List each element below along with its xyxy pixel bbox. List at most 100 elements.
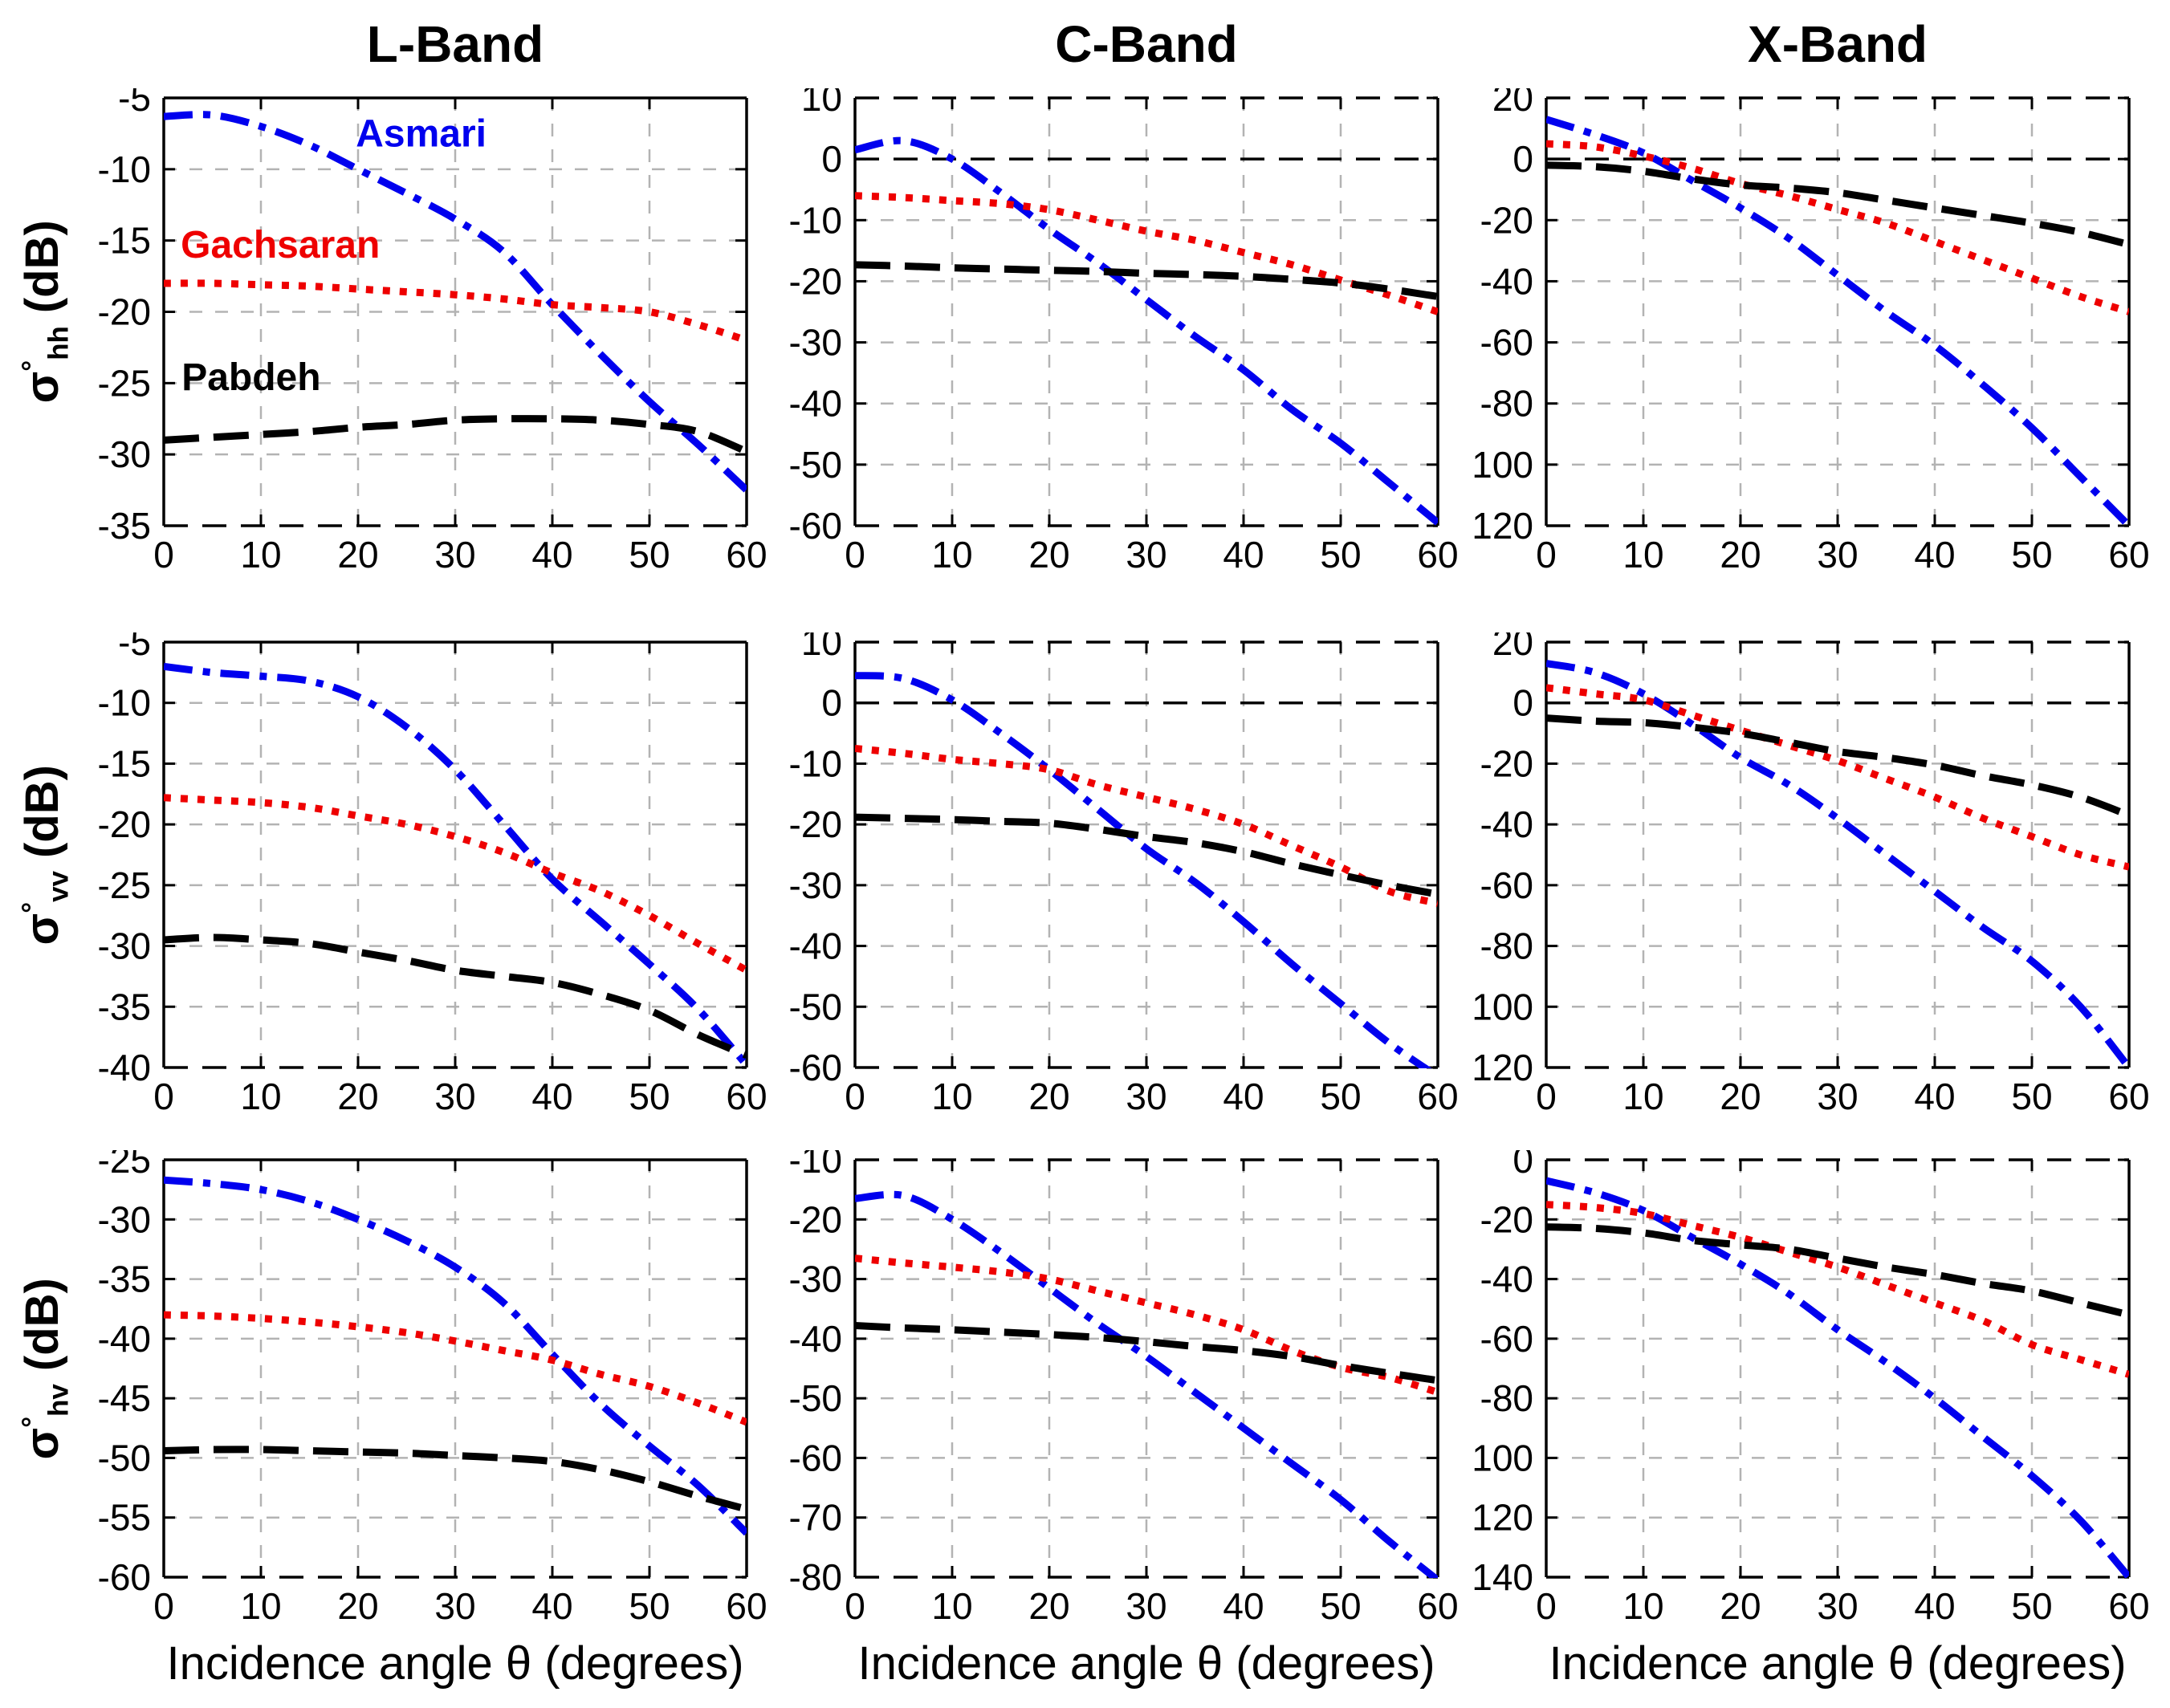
svg-text:-20: -20 — [789, 803, 842, 845]
svg-text:60: 60 — [2108, 1076, 2149, 1117]
svg-text:30: 30 — [434, 534, 475, 575]
y-tick-labels: 20 0 -20 -40 -60 -80 -100 -120 — [1460, 77, 1533, 547]
svg-text:-35: -35 — [98, 986, 151, 1027]
svg-text:60: 60 — [726, 1076, 767, 1117]
svg-text:30: 30 — [1126, 1585, 1166, 1627]
svg-text:0: 0 — [1536, 1076, 1557, 1117]
curve-asmari — [1546, 1177, 2129, 1578]
svg-text:-25: -25 — [98, 1150, 151, 1181]
svg-text:-100: -100 — [1471, 986, 1533, 1027]
svg-text:0: 0 — [153, 534, 174, 575]
column-title-x-band: X-Band — [1748, 15, 1928, 73]
curves — [1546, 660, 2129, 1068]
x-axis-label-cell-x-band: Incidence angle θ (degrees) — [1471, 1632, 2162, 1708]
y-tick-labels: 10 0 -10 -20 -30 -40 -50 -60 — [789, 621, 842, 1088]
svg-text:-40: -40 — [1480, 803, 1533, 845]
curve-asmari — [855, 136, 1438, 526]
y-tick-labels: -10 -20 -30 -40 -50 -60 -70 -80 — [789, 1139, 842, 1598]
chart-cell-l-band-hh: -5 -10 -15 -20 -25 -30 -35 0 10 20 30 40 50 60 Asmari G… — [88, 77, 780, 632]
svg-text:30: 30 — [1817, 1585, 1858, 1627]
svg-text:40: 40 — [531, 1585, 572, 1627]
svg-text:60: 60 — [1417, 1076, 1458, 1117]
curves — [1546, 116, 2129, 527]
svg-text:30: 30 — [1817, 534, 1858, 575]
curve-asmari — [164, 1176, 747, 1536]
tick-marks — [1545, 96, 2131, 527]
legend-label-gachsaran: Gachsaran — [181, 224, 380, 266]
svg-text:50: 50 — [2011, 1585, 2052, 1627]
chart-svg-l-band-hh: -5 -10 -15 -20 -25 -30 -350 10 20 30 40 50 60 Asmari G… — [98, 77, 767, 575]
svg-text:30: 30 — [434, 1585, 475, 1627]
svg-text:0: 0 — [821, 138, 842, 180]
curve-gachsaran — [164, 279, 747, 344]
curve-asmari — [1546, 660, 2129, 1068]
tick-marks — [1545, 1158, 2131, 1579]
svg-text:-100: -100 — [1471, 444, 1533, 486]
svg-text:0: 0 — [153, 1076, 174, 1117]
svg-text:-80: -80 — [1480, 1377, 1533, 1419]
svg-text:-30: -30 — [98, 433, 151, 475]
y-tick-labels: 0 -20 -40 -60 -80 -100 -120 -140 — [1460, 1139, 1533, 1598]
gridlines — [164, 98, 747, 526]
svg-text:-100: -100 — [1471, 1437, 1533, 1478]
svg-text:-10: -10 — [789, 742, 842, 784]
svg-text:40: 40 — [1223, 534, 1264, 575]
svg-text:50: 50 — [2011, 1076, 2052, 1117]
column-title-cell-l-band: L-Band — [88, 14, 780, 88]
svg-text:-50: -50 — [789, 444, 842, 486]
svg-text:-60: -60 — [789, 1437, 842, 1478]
gridlines — [855, 98, 1438, 526]
svg-text:20: 20 — [1028, 534, 1069, 575]
curve-gachsaran — [855, 192, 1438, 315]
svg-text:40: 40 — [1914, 534, 1955, 575]
y-tick-labels: 10 0 -10 -20 -30 -40 -50 -60 — [789, 77, 842, 547]
svg-text:0: 0 — [153, 1585, 174, 1627]
svg-text:60: 60 — [1417, 1585, 1458, 1627]
tick-marks — [162, 1158, 748, 1579]
curves — [855, 672, 1438, 1068]
svg-text:-25: -25 — [98, 362, 151, 404]
svg-text:10: 10 — [931, 1076, 972, 1117]
svg-text:-80: -80 — [1480, 925, 1533, 967]
gridlines — [164, 1160, 747, 1577]
svg-text:-20: -20 — [98, 803, 151, 845]
y-tick-labels: -25 -30 -35 -40 -45 -50 -55 -60 — [98, 1139, 151, 1598]
svg-text:-140: -140 — [1471, 1556, 1533, 1598]
svg-text:10: 10 — [240, 534, 281, 575]
svg-text:30: 30 — [434, 1076, 475, 1117]
gridlines — [855, 642, 1438, 1068]
gridlines — [1546, 98, 2129, 526]
curves — [164, 1176, 747, 1536]
svg-text:-20: -20 — [789, 260, 842, 302]
legend-label-pabdeh: Pabdeh — [181, 356, 320, 399]
svg-text:-40: -40 — [789, 925, 842, 967]
svg-text:-60: -60 — [98, 1556, 151, 1598]
svg-text:10: 10 — [931, 1585, 972, 1627]
svg-text:10: 10 — [240, 1076, 281, 1117]
svg-text:20: 20 — [337, 1585, 378, 1627]
tick-marks — [1545, 640, 2131, 1069]
y-tick-labels: 20 0 -20 -40 -60 -80 -100 -120 — [1460, 621, 1533, 1088]
curve-gachsaran — [1546, 1201, 2129, 1378]
svg-text:-30: -30 — [98, 1198, 151, 1240]
svg-text:-25: -25 — [98, 864, 151, 906]
svg-text:0: 0 — [845, 534, 865, 575]
y-axis-label-vv: σ°vv (dB) — [15, 764, 75, 946]
svg-text:-10: -10 — [789, 1150, 842, 1181]
svg-text:-60: -60 — [789, 505, 842, 547]
svg-text:-10: -10 — [98, 148, 151, 190]
column-title-cell-x-band: X-Band — [1471, 14, 2162, 88]
svg-text:-60: -60 — [1480, 864, 1533, 906]
y-axis-label-row-hh: σ°hh (dB) — [0, 88, 90, 535]
svg-text:-15: -15 — [98, 742, 151, 784]
curve-gachsaran — [1546, 684, 2129, 871]
svg-text:-30: -30 — [98, 925, 151, 967]
svg-text:-20: -20 — [98, 291, 151, 333]
svg-text:10: 10 — [1622, 534, 1663, 575]
svg-text:50: 50 — [1320, 1076, 1361, 1117]
svg-text:-40: -40 — [98, 1318, 151, 1360]
svg-text:20: 20 — [1028, 1585, 1069, 1627]
